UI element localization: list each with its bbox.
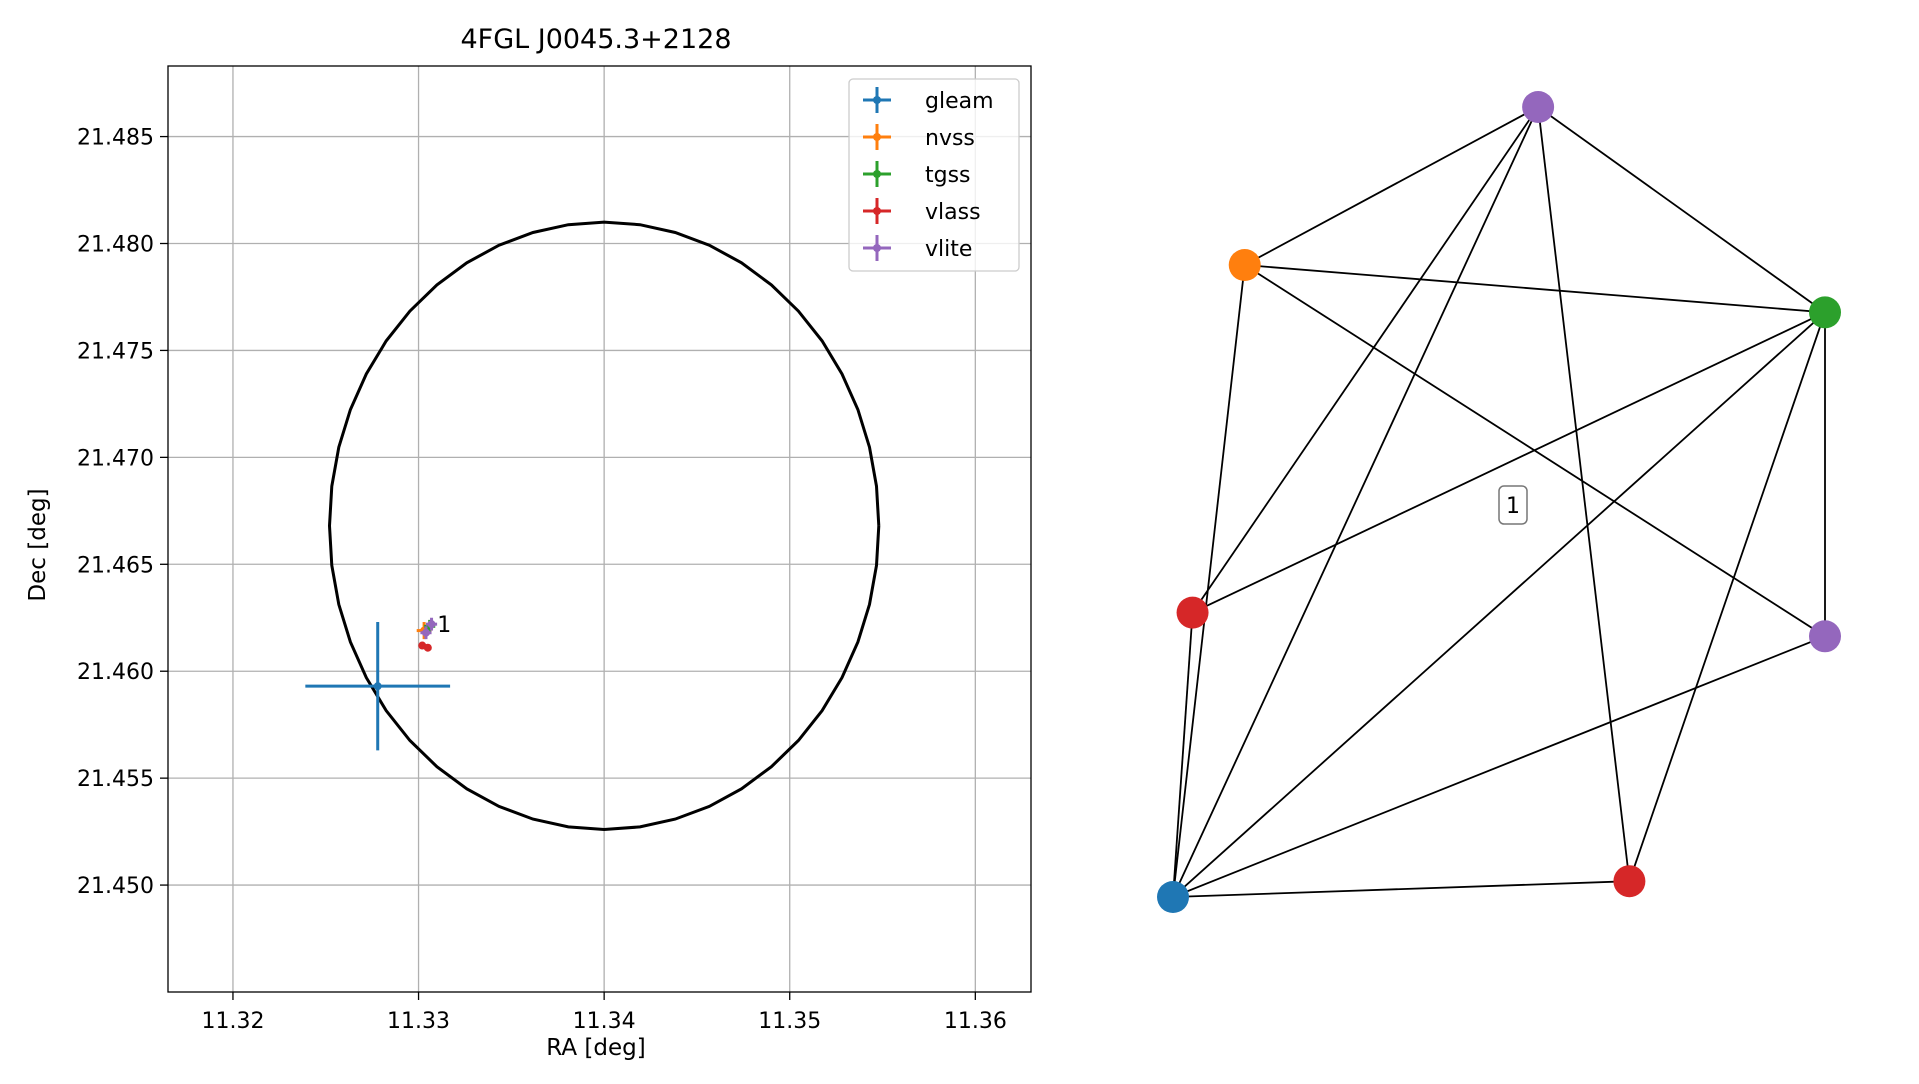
vlite-point [427, 620, 436, 629]
edge-vlite_a-vlass_a [1191, 106, 1539, 614]
legend-entry-gleam: gleam [925, 89, 994, 114]
node-vlite_b [1809, 620, 1841, 653]
annotation-label: 1 [437, 613, 451, 638]
data-points [305, 617, 451, 751]
y-axis-label: Dec [deg] [25, 488, 51, 601]
legend-dot-gleam [873, 96, 881, 104]
edge-gleam-nvss [1172, 264, 1246, 898]
edge-gleam-vlite_a [1172, 106, 1539, 898]
legend-entry-nvss: nvss [925, 126, 975, 151]
legend-dot-nvss [873, 133, 881, 141]
vlass-point [423, 643, 432, 652]
graph-nodes [1157, 91, 1841, 913]
y-tick-label: 21.460 [77, 660, 154, 685]
legend-entry-vlass: vlass [925, 200, 981, 225]
node-gleam [1157, 881, 1189, 913]
y-tick-label: 21.480 [77, 233, 154, 258]
node-vlass_b [1613, 865, 1646, 898]
edge-tgss-vlass_b [1628, 312, 1826, 882]
y-tick-label: 21.475 [77, 339, 154, 364]
edge-nvss-vlite_a [1244, 106, 1539, 266]
edge-nvss-tgss [1244, 264, 1826, 314]
graph-label-box [1498, 485, 1528, 525]
x-axis-label: RA [deg] [546, 1035, 645, 1061]
x-tick-label: 11.36 [944, 1009, 1007, 1034]
edge-tgss-vlass_a [1192, 311, 1826, 614]
error-ellipse-group [327, 220, 881, 832]
y-tick-label: 21.470 [77, 446, 154, 471]
graph-label: 1 [1498, 485, 1528, 525]
y-tick-label: 21.485 [77, 126, 154, 151]
y-tick-label: 21.465 [77, 553, 154, 578]
vlite-point [421, 628, 430, 637]
legend-dot-tgss [873, 170, 881, 178]
x-tick-label: 11.33 [387, 1009, 450, 1034]
y-tick-label: 21.455 [77, 767, 154, 792]
legend-dot-vlite [873, 244, 881, 252]
x-tick-label: 11.34 [573, 1009, 636, 1034]
network-panel: 1 [1157, 91, 1841, 913]
ticks: 11.32 11.33 11.34 11.35 11.36 21.450 21.455 21.… [77, 126, 1007, 1034]
legend-box [848, 78, 1020, 272]
plot-frame [167, 65, 1032, 993]
legend-entry-vlite: vlite [925, 237, 972, 262]
node-tgss [1809, 296, 1841, 329]
x-tick-label: 11.32 [201, 1009, 264, 1034]
edge-gleam-vlass_b [1172, 880, 1630, 898]
node-nvss [1228, 249, 1261, 281]
gleam-point [373, 682, 382, 691]
scatter-panel: 11.32 11.33 11.34 11.35 11.36 21.450 21.455 21.… [25, 24, 1032, 1061]
node-vlass_a [1176, 596, 1209, 629]
y-tick-label: 21.450 [77, 874, 154, 899]
edge-vlite_a-tgss [1537, 106, 1826, 314]
edge-gleam-vlass_a [1172, 612, 1194, 898]
annotations: 1 [437, 613, 451, 638]
edge-vlite_a-vlass_b [1537, 106, 1631, 882]
chart-title: 4FGL J0045.3+2128 [460, 24, 731, 55]
legend-dot-vlass [873, 207, 881, 215]
legend: gleam nvss tgss vlass vlite [848, 78, 1020, 272]
edge-gleam-tgss [1172, 311, 1826, 898]
node-vlite_a [1522, 91, 1555, 123]
legend-entry-tgss: tgss [925, 163, 971, 188]
error-ellipse [327, 220, 881, 832]
graph-edges [1172, 106, 1826, 898]
graph-label-text: 1 [1506, 494, 1520, 519]
edge-gleam-vlite_b [1172, 635, 1826, 898]
x-tick-label: 11.35 [758, 1009, 821, 1034]
